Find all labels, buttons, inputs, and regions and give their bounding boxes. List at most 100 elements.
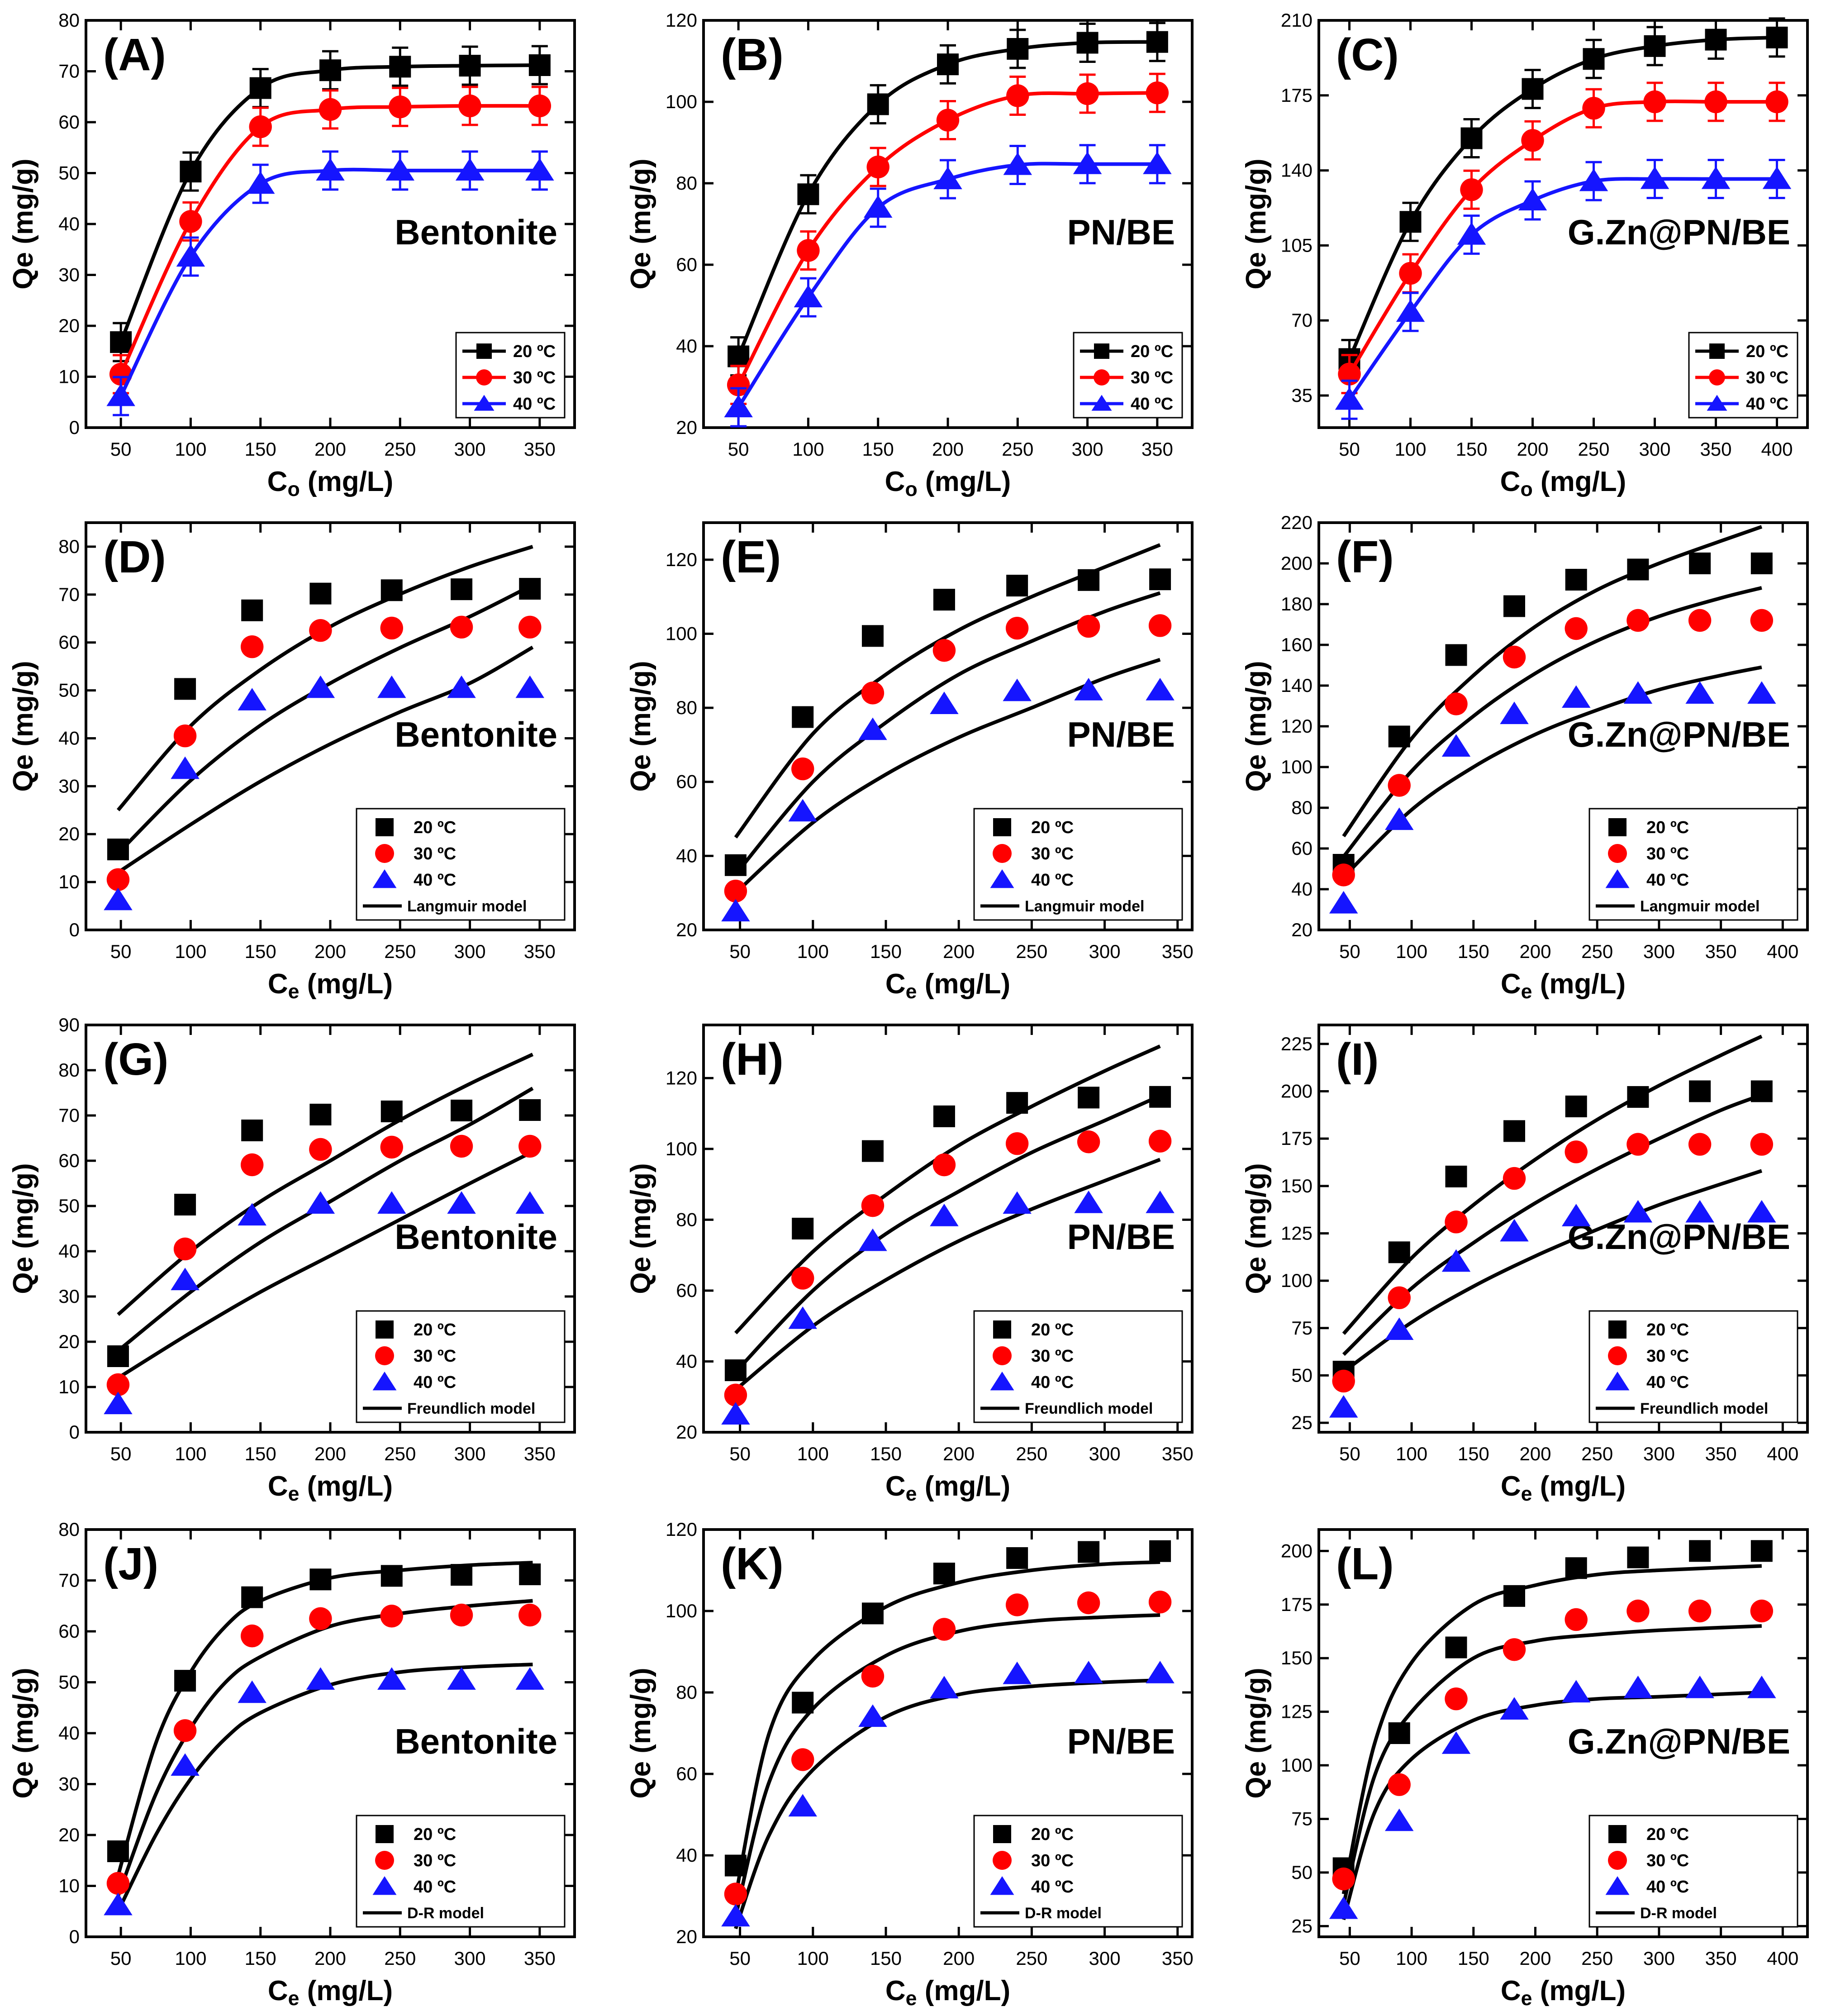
x-tick-label: 150 xyxy=(1458,1948,1489,1969)
data-point xyxy=(241,1153,264,1177)
data-point xyxy=(1073,152,1102,174)
legend-marker xyxy=(1094,343,1109,359)
data-point xyxy=(377,1667,406,1690)
legend-label: 40 ºC xyxy=(1031,1878,1074,1897)
data-point xyxy=(933,589,955,611)
y-tick-label: 220 xyxy=(1281,512,1313,533)
y-tick-label: 70 xyxy=(58,584,80,605)
x-tick-label: 350 xyxy=(1705,1443,1737,1464)
data-point xyxy=(249,77,271,99)
data-point xyxy=(377,675,406,698)
legend-marker xyxy=(1608,1851,1627,1870)
x-tick-label: 200 xyxy=(932,438,964,460)
x-tick-label: 200 xyxy=(314,1948,346,1969)
x-tick-label: 150 xyxy=(870,941,902,962)
material-label: PN/BE xyxy=(1067,1721,1175,1761)
legend-label: 30 ºC xyxy=(414,844,456,863)
y-tick-label: 20 xyxy=(676,417,697,438)
y-tick-label: 175 xyxy=(1281,1594,1313,1615)
y-axis-label: Qe (mg/g) xyxy=(625,158,656,289)
legend-label: 30 ºC xyxy=(414,1347,456,1366)
data-point xyxy=(1445,1211,1468,1234)
data-point xyxy=(1388,1241,1410,1263)
legend-fit-label: Langmuir model xyxy=(1640,898,1760,915)
data-point xyxy=(1643,90,1666,114)
fit-line xyxy=(117,645,534,874)
y-axis-label: Qe (mg/g) xyxy=(1241,158,1272,289)
legend-label: 40 ºC xyxy=(1646,1878,1689,1897)
x-tick-label: 150 xyxy=(862,438,894,460)
legend-marker xyxy=(1605,1372,1630,1391)
data-point xyxy=(1148,614,1172,637)
data-point xyxy=(1750,1540,1773,1562)
data-point xyxy=(1521,129,1544,152)
data-point xyxy=(1765,90,1788,114)
data-point xyxy=(1623,1675,1653,1698)
y-tick-label: 80 xyxy=(58,1519,80,1540)
x-axis-label: Ce (mg/L) xyxy=(885,1471,1010,1505)
y-tick-label: 10 xyxy=(58,1376,80,1397)
y-axis-label: Qe (mg/g) xyxy=(625,1163,656,1294)
x-tick-label: 50 xyxy=(1339,438,1360,460)
legend-label: 40 ºC xyxy=(1031,1373,1074,1392)
legend-marker xyxy=(993,1320,1011,1339)
data-point xyxy=(174,1670,196,1692)
chart-panel-I: 50 100 150 200 250 300 350 400 25 50 75 100 125 150 17… xyxy=(1241,1024,1809,1505)
data-point xyxy=(1003,152,1032,175)
x-tick-label: 200 xyxy=(943,1948,975,1969)
data-point xyxy=(319,98,342,121)
data-point xyxy=(724,879,747,903)
x-tick-label: 400 xyxy=(1767,941,1798,962)
data-point xyxy=(1750,1133,1774,1156)
data-point xyxy=(1561,685,1591,708)
x-axis-label: Ce (mg/L) xyxy=(885,968,1010,1003)
x-axis-label: Ce (mg/L) xyxy=(268,1471,393,1505)
fit-line xyxy=(117,1087,534,1353)
data-point xyxy=(1750,553,1773,574)
legend-marker xyxy=(376,1825,394,1843)
data-point xyxy=(176,244,205,267)
data-point xyxy=(309,1607,332,1630)
y-tick-label: 30 xyxy=(58,264,80,286)
legend-label: 30 ºC xyxy=(1131,368,1173,387)
y-tick-label: 210 xyxy=(1281,10,1313,31)
data-point xyxy=(788,1306,817,1329)
data-point xyxy=(1384,1808,1414,1831)
data-point xyxy=(1627,1546,1649,1568)
data-point xyxy=(306,1667,335,1690)
data-point xyxy=(455,158,485,181)
y-tick-label: 20 xyxy=(1291,919,1313,940)
y-tick-label: 50 xyxy=(58,162,80,184)
x-tick-label: 350 xyxy=(1162,1443,1194,1464)
legend: 20 ºC 30 ºC 40 ºC D-R model xyxy=(1588,1815,1798,1928)
y-tick-label: 40 xyxy=(58,1240,80,1262)
data-point xyxy=(1518,188,1547,210)
plot-frame xyxy=(1317,1528,1809,1938)
chart-panel-J: 50 100 150 200 250 300 350 0 10 20 30 40 50 60 70 80 Ce … xyxy=(8,1519,576,2010)
data-point xyxy=(1006,84,1029,107)
data-point xyxy=(1561,1204,1591,1226)
x-tick-label: 150 xyxy=(245,1948,276,1969)
y-tick-label: 100 xyxy=(666,91,697,112)
chart-panel-K: 50 100 150 200 250 300 350 20 40 60 80 100 120 Ce (mg… xyxy=(625,1519,1194,2010)
data-point xyxy=(171,1753,200,1776)
data-point xyxy=(792,1692,814,1714)
fit-line xyxy=(734,658,1161,895)
data-point xyxy=(867,93,889,115)
data-point xyxy=(791,757,814,781)
data-point xyxy=(447,1667,476,1690)
data-point xyxy=(389,95,412,119)
data-point xyxy=(1148,1130,1172,1153)
data-point xyxy=(1005,616,1029,640)
y-tick-label: 120 xyxy=(666,10,697,31)
y-tick-label: 80 xyxy=(58,536,80,557)
data-point xyxy=(451,1564,473,1586)
x-tick-label: 50 xyxy=(110,1443,132,1464)
data-point xyxy=(241,1586,263,1608)
data-point xyxy=(1329,1395,1358,1418)
legend-label: 20 ºC xyxy=(1646,1320,1689,1339)
data-point xyxy=(1335,387,1364,410)
data-point xyxy=(1332,863,1355,886)
y-tick-label: 10 xyxy=(58,871,80,892)
y-tick-label: 100 xyxy=(1281,1754,1313,1776)
